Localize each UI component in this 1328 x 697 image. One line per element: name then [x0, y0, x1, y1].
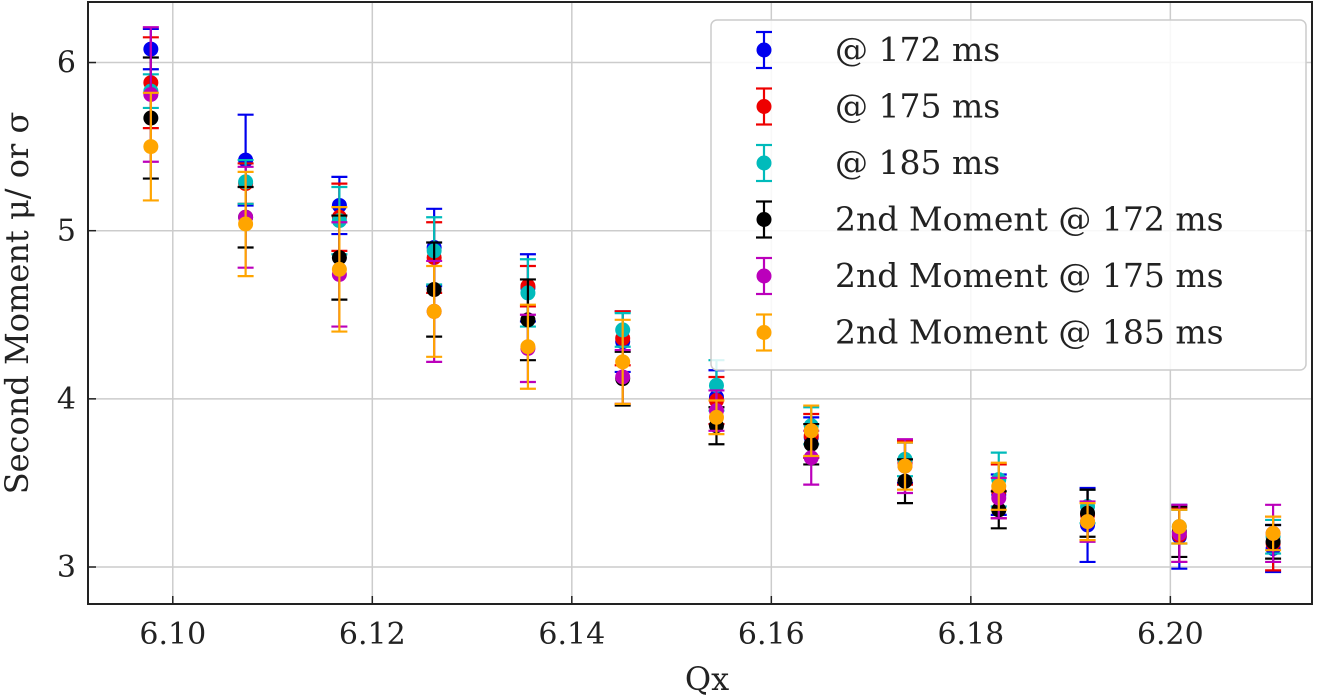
legend-marker: [756, 99, 772, 114]
legend-marker: [756, 212, 772, 227]
x-tick-label: 6.20: [1137, 617, 1204, 652]
data-point: [708, 409, 724, 425]
legend-entry: @ 175 ms: [756, 87, 1000, 126]
data-point: [803, 450, 819, 466]
x-tick-label: 6.16: [738, 617, 805, 652]
legend-entry: 2nd Moment @ 185 ms: [756, 313, 1224, 352]
legend-label: 2nd Moment @ 185 ms: [835, 313, 1224, 352]
legend-entry: 2nd Moment @ 172 ms: [756, 200, 1224, 239]
data-point: [615, 354, 631, 370]
y-tick-label: 3: [57, 550, 76, 585]
series: [142, 91, 1282, 552]
y-tick-label: 6: [57, 46, 76, 81]
data-point: [426, 303, 442, 319]
x-tick-label: 6.14: [538, 617, 605, 652]
x-tick-label: 6.12: [339, 617, 406, 652]
y-tick-label: 4: [57, 382, 76, 417]
legend-marker: [756, 325, 772, 340]
ticks: 6.10 6.12 6.14 6.16 6.18 6.20 3 4 5 6: [57, 46, 1204, 652]
legend-marker: [756, 42, 772, 58]
data-point: [1171, 519, 1187, 535]
data-point: [1080, 514, 1096, 530]
data-point: [520, 339, 536, 355]
legend-entry: @ 172 ms: [756, 30, 1000, 70]
legend-entry: 2nd Moment @ 175 ms: [756, 256, 1224, 296]
plot-frame: [87, 1, 1313, 605]
data-point: [1265, 525, 1281, 541]
data-point: [238, 216, 254, 232]
legend-label: 2nd Moment @ 172 ms: [835, 200, 1224, 239]
legend-marker: [756, 155, 772, 171]
legend-label: @ 185 ms: [835, 143, 1000, 182]
y-axis-label: Second Moment μ/ or σ: [0, 112, 36, 495]
y-tick-label: 5: [57, 214, 76, 249]
series-layer: [142, 26, 1282, 574]
data-point: [708, 377, 724, 393]
data-point: [991, 478, 1007, 494]
data-point: [803, 423, 819, 439]
legend-label: @ 175 ms: [835, 87, 1000, 126]
data-point: [897, 458, 913, 474]
legend-box: [710, 19, 1307, 371]
x-tick-label: 6.10: [139, 617, 206, 652]
x-axis-label: Qx: [685, 660, 729, 697]
data-point: [331, 261, 347, 277]
legend: @ 172 ms @ 175 ms @ 185 ms 2nd Moment @ 172…: [710, 19, 1307, 371]
legend-marker: [756, 268, 772, 284]
legend-label: @ 172 ms: [835, 30, 1000, 69]
legend-label: 2nd Moment @ 175 ms: [835, 256, 1224, 295]
legend-entry: @ 185 ms: [756, 143, 1000, 183]
x-tick-label: 6.18: [937, 617, 1004, 652]
data-point: [143, 139, 159, 155]
